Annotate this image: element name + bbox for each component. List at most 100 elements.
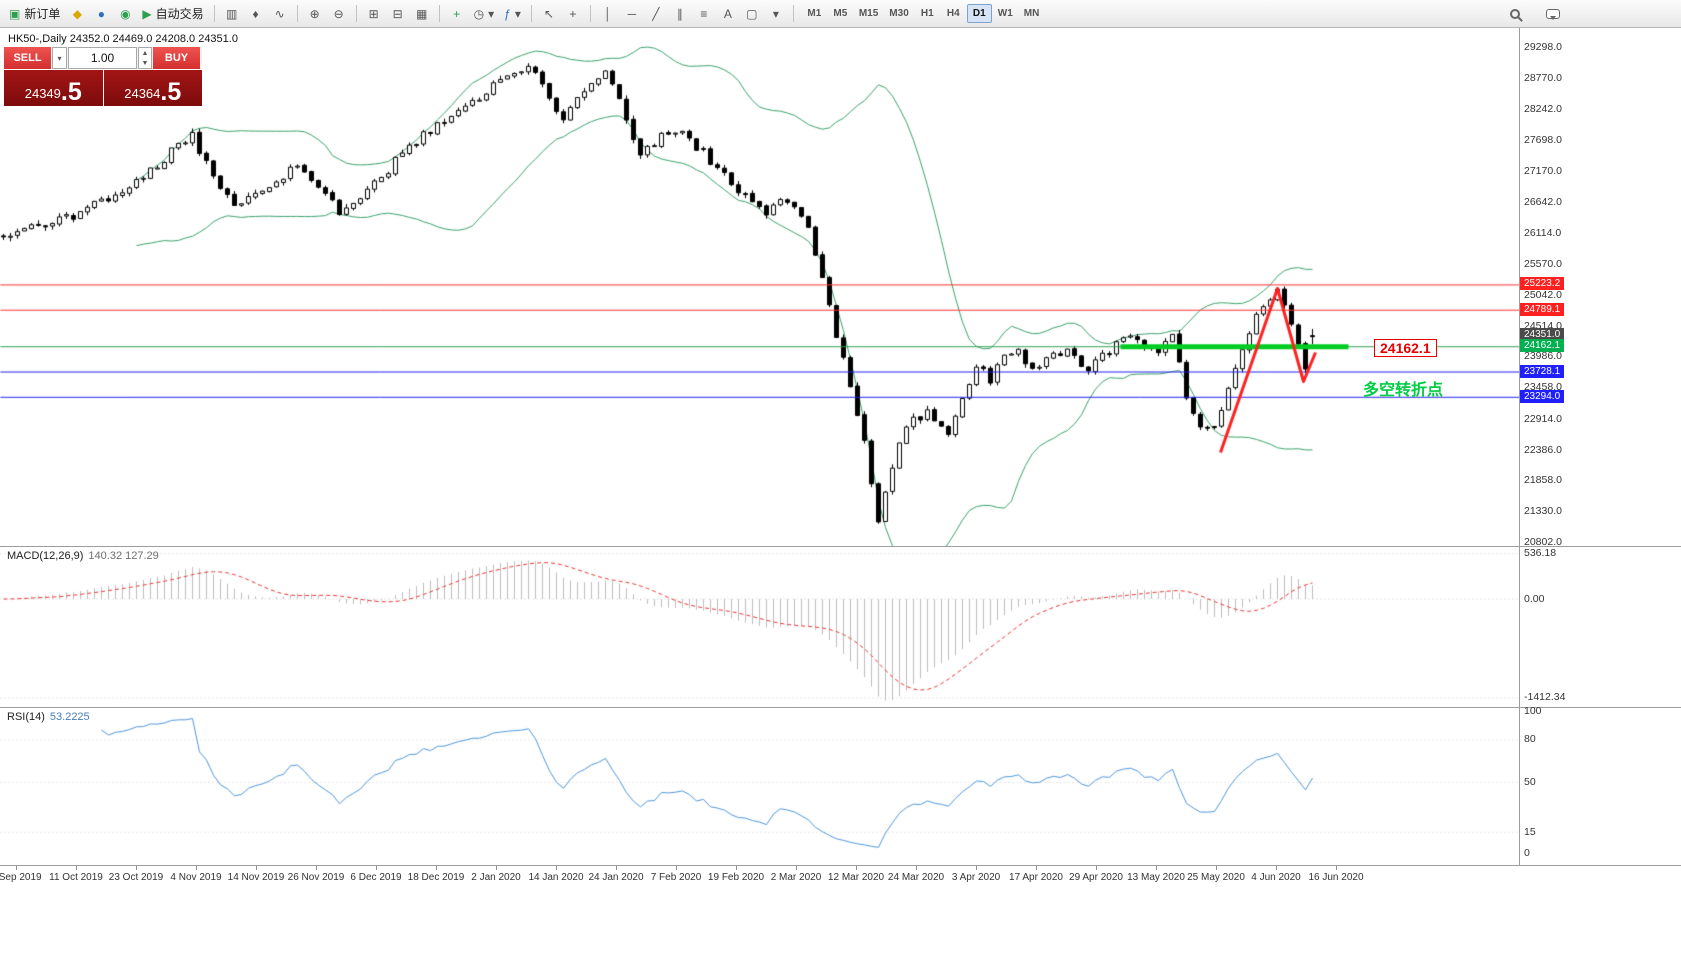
volume-stepper: ▲ ▼ bbox=[138, 47, 152, 69]
main-toolbar: ▣ 新订单 ◆ ● ◉ ▶ 自动交易 ▥ ♦ ∿ ⊕ ⊖ ⊞ ⊟ ▦ + ◷ ▾ … bbox=[0, 0, 1681, 28]
panel-separator[interactable] bbox=[0, 546, 1681, 547]
timeframe-h1-button[interactable]: H1 bbox=[915, 4, 940, 23]
new-order-icon: ▣ bbox=[9, 6, 21, 21]
date-tick bbox=[736, 866, 737, 870]
alerts-icon: ◉ bbox=[120, 6, 131, 21]
turning-point-label[interactable]: 多空转折点 bbox=[1363, 382, 1444, 399]
sell-price-button[interactable]: 24349 .5 bbox=[4, 70, 103, 106]
tile-windows-button[interactable]: ⊞ bbox=[363, 3, 385, 25]
community-chat-button[interactable] bbox=[1542, 3, 1564, 25]
symbol-ohlc-line: HK50-,Daily 24352.0 24469.0 24208.0 2435… bbox=[8, 33, 238, 45]
panel-separator[interactable] bbox=[0, 707, 1681, 708]
date-tick bbox=[136, 866, 137, 870]
cursor-button[interactable]: ↖ bbox=[538, 3, 560, 25]
fibonacci-tool-button[interactable]: ≡ bbox=[693, 3, 715, 25]
chevron-down-icon: ▾ bbox=[57, 53, 62, 63]
timeframe-mn-button[interactable]: MN bbox=[1019, 4, 1045, 23]
date-tick bbox=[1096, 866, 1097, 870]
macd-name: MACD(12,26,9) bbox=[7, 550, 84, 562]
grid-button[interactable]: ▦ bbox=[411, 3, 433, 25]
metaeditor-button[interactable]: ◆ bbox=[66, 3, 88, 25]
bars-chart-button[interactable]: ▥ bbox=[221, 3, 243, 25]
trade-prices-row: 24349 .5 24364 .5 bbox=[4, 70, 202, 106]
timeframe-h4-button[interactable]: H4 bbox=[941, 4, 966, 23]
horizontal-line-tool-button[interactable]: ─ bbox=[621, 3, 643, 25]
timeframe-m30-button[interactable]: M30 bbox=[884, 4, 913, 23]
price-tag: 24789.1 bbox=[1520, 302, 1565, 316]
date-axis[interactable]: 7 Sep 2019 11 Oct 2019 23 Oct 2019 4 Nov 20… bbox=[0, 866, 1519, 892]
timeframe-m1-button[interactable]: M1 bbox=[802, 4, 827, 23]
date-tick bbox=[976, 866, 977, 870]
toolbar-separator bbox=[296, 5, 298, 22]
timeframe-m15-button[interactable]: M15 bbox=[854, 4, 883, 23]
date-tick bbox=[196, 866, 197, 870]
indicators-button[interactable]: ƒ ▾ bbox=[500, 3, 525, 25]
zoom-out-button[interactable]: ⊖ bbox=[328, 3, 350, 25]
timeframe-m5-button[interactable]: M5 bbox=[828, 4, 853, 23]
date-tick bbox=[616, 866, 617, 870]
timeframe-w1-button[interactable]: W1 bbox=[993, 4, 1018, 23]
panel-separator[interactable] bbox=[0, 865, 1681, 866]
new-order-label: 新订单 bbox=[24, 7, 61, 21]
channel-tool-button[interactable]: ∥ bbox=[669, 3, 691, 25]
rsi-tick-label: 100 bbox=[1524, 705, 1542, 717]
rsi-tick-label: 0 bbox=[1524, 847, 1530, 859]
search-icon bbox=[1510, 8, 1520, 19]
macd-tick-label: 536.18 bbox=[1524, 547, 1557, 560]
volume-input[interactable] bbox=[68, 47, 137, 69]
zoom-in-button[interactable]: ⊕ bbox=[304, 3, 326, 25]
fibonacci-icon: ≡ bbox=[700, 6, 708, 21]
date-label: 2 Jan 2020 bbox=[471, 872, 521, 883]
date-label: 6 Dec 2019 bbox=[350, 872, 402, 883]
alerts-button[interactable]: ◉ bbox=[114, 3, 136, 25]
date-label: 23 Oct 2019 bbox=[108, 872, 164, 883]
buy-price-main: 24364 bbox=[124, 86, 161, 101]
cascade-windows-button[interactable]: ⊟ bbox=[387, 3, 409, 25]
toolbar-separator bbox=[213, 5, 215, 22]
toolbar-separator bbox=[792, 5, 794, 22]
macd-label: MACD(12,26,9) 140.32 127.29 bbox=[7, 550, 159, 562]
price-tick-label: 26114.0 bbox=[1524, 226, 1562, 239]
price-tick-label: 26642.0 bbox=[1524, 195, 1562, 208]
metaeditor-icon: ◆ bbox=[72, 6, 82, 21]
new-chart-button[interactable]: + bbox=[446, 3, 468, 25]
trade-controls-row: SELL ▾ ▲ ▼ BUY bbox=[4, 47, 202, 69]
macd-panel-canvas[interactable] bbox=[0, 547, 1519, 707]
buy-button[interactable]: BUY bbox=[153, 47, 200, 69]
shapes-tool-button[interactable]: ▾ bbox=[765, 3, 787, 25]
timeframe-d1-button[interactable]: D1 bbox=[966, 4, 992, 23]
search-button[interactable] bbox=[1504, 3, 1526, 25]
trendline-tool-button[interactable]: ╱ bbox=[645, 3, 667, 25]
market-watch-button[interactable]: ● bbox=[90, 3, 112, 25]
buy-price-big: .5 bbox=[160, 77, 182, 106]
date-label: 4 Jun 2020 bbox=[1251, 872, 1301, 883]
cascade-windows-icon: ⊟ bbox=[392, 6, 403, 21]
new-order-button[interactable]: ▣ 新订单 bbox=[5, 3, 64, 25]
price-chart-canvas[interactable] bbox=[0, 28, 1519, 546]
autotrading-button[interactable]: ▶ 自动交易 bbox=[138, 3, 207, 25]
text-tool-button[interactable]: A bbox=[717, 3, 739, 25]
price-tick-label: 29298.0 bbox=[1524, 41, 1562, 53]
crosshair-button[interactable]: + bbox=[562, 3, 584, 25]
sell-price-main: 24349 bbox=[24, 86, 61, 101]
price-tick-label: 21858.0 bbox=[1524, 474, 1562, 487]
volume-dropdown[interactable]: ▾ bbox=[52, 47, 67, 69]
support-level-label[interactable]: 24162.1 bbox=[1374, 339, 1437, 357]
candlestick-chart-button[interactable]: ♦ bbox=[245, 3, 267, 25]
candlesticks-icon: ♦ bbox=[252, 6, 259, 21]
spin-up-icon[interactable]: ▲ bbox=[141, 49, 149, 57]
vertical-line-tool-button[interactable]: │ bbox=[597, 3, 619, 25]
label-tool-button[interactable]: ▢ bbox=[741, 3, 763, 25]
sell-price-big: .5 bbox=[60, 77, 82, 106]
line-chart-button[interactable]: ∿ bbox=[269, 3, 291, 25]
spin-down-icon[interactable]: ▼ bbox=[141, 59, 149, 67]
buy-price-button[interactable]: 24364 .5 bbox=[103, 70, 202, 106]
sell-button[interactable]: SELL bbox=[4, 47, 51, 69]
period-button[interactable]: ◷ ▾ bbox=[470, 3, 499, 25]
price-tag: 24351.0 bbox=[1520, 328, 1565, 342]
rsi-panel-canvas[interactable] bbox=[0, 708, 1519, 865]
date-label: 3 Apr 2020 bbox=[951, 872, 1001, 883]
